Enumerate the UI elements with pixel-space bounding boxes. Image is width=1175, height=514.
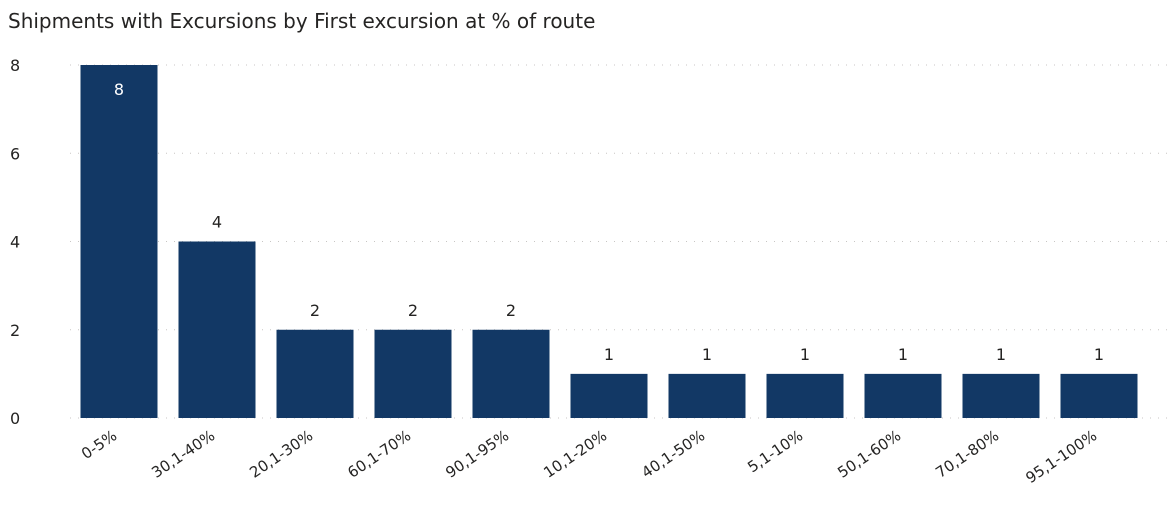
x-tick-label: 50,1-60% (834, 426, 904, 481)
y-tick-label: 0 (10, 409, 20, 428)
bar[interactable] (374, 329, 452, 418)
bar[interactable] (178, 241, 256, 419)
x-tick-label: 10,1-20% (540, 426, 610, 481)
data-label: 1 (604, 345, 614, 364)
y-tick-label: 4 (10, 233, 20, 252)
data-label: 8 (114, 80, 124, 99)
data-label: 2 (310, 301, 320, 320)
x-tick-label: 70,1-80% (932, 426, 1002, 481)
data-label: 2 (408, 301, 418, 320)
bars (80, 65, 1138, 419)
x-tick-label: 20,1-30% (246, 426, 316, 481)
x-tick-label: 40,1-50% (638, 426, 708, 481)
data-label: 4 (212, 213, 222, 232)
y-axis: 0 2 4 6 8 (10, 56, 20, 428)
bar[interactable] (766, 373, 844, 418)
data-label: 1 (996, 345, 1006, 364)
x-tick-label: 30,1-40% (148, 426, 218, 481)
x-tick-label: 0-5% (78, 426, 120, 463)
data-label: 1 (898, 345, 908, 364)
x-axis: 0-5% 30,1-40% 20,1-30% 60,1-70% 90,1-95% 10,1… (78, 426, 1100, 487)
bar[interactable] (1060, 373, 1138, 418)
bar[interactable] (668, 373, 746, 418)
data-label: 1 (800, 345, 810, 364)
bar[interactable] (80, 65, 158, 418)
data-labels: 8 4 2 2 2 1 1 1 1 1 1 (114, 80, 1104, 364)
data-label: 1 (1094, 345, 1104, 364)
bar[interactable] (864, 373, 942, 418)
bar[interactable] (276, 329, 354, 418)
bar[interactable] (472, 329, 550, 418)
x-tick-label: 5,1-10% (744, 426, 806, 476)
y-tick-label: 8 (10, 56, 20, 75)
x-tick-label: 95,1-100% (1022, 426, 1100, 487)
chart-title: Shipments with Excursions by First excur… (8, 9, 596, 33)
y-tick-label: 6 (10, 144, 20, 163)
y-tick-label: 2 (10, 321, 20, 340)
data-label: 2 (506, 301, 516, 320)
x-tick-label: 90,1-95% (442, 426, 512, 481)
bar[interactable] (962, 373, 1040, 418)
bar[interactable] (570, 373, 648, 418)
x-tick-label: 60,1-70% (344, 426, 414, 481)
data-label: 1 (702, 345, 712, 364)
